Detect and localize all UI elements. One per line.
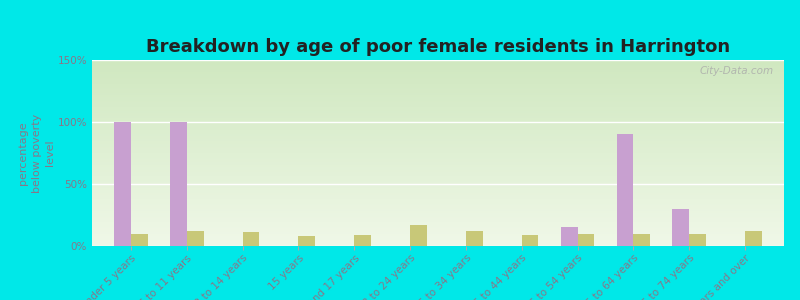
Bar (634, 234, 650, 246)
Bar (578, 234, 594, 246)
Bar (466, 231, 482, 246)
Bar (114, 122, 131, 246)
Bar (522, 235, 538, 246)
Bar (170, 122, 187, 246)
Bar (561, 227, 578, 246)
Bar (354, 235, 371, 246)
Bar (131, 234, 148, 246)
Bar (745, 231, 762, 246)
Bar (689, 234, 706, 246)
Text: City-Data.com: City-Data.com (699, 66, 774, 76)
Y-axis label: percentage
below poverty
level: percentage below poverty level (18, 113, 54, 193)
Bar (410, 225, 427, 246)
Bar (617, 134, 634, 246)
Bar (672, 209, 689, 246)
Bar (187, 231, 204, 246)
Bar (242, 232, 259, 246)
Bar (298, 236, 315, 246)
Title: Breakdown by age of poor female residents in Harrington: Breakdown by age of poor female resident… (146, 38, 730, 56)
